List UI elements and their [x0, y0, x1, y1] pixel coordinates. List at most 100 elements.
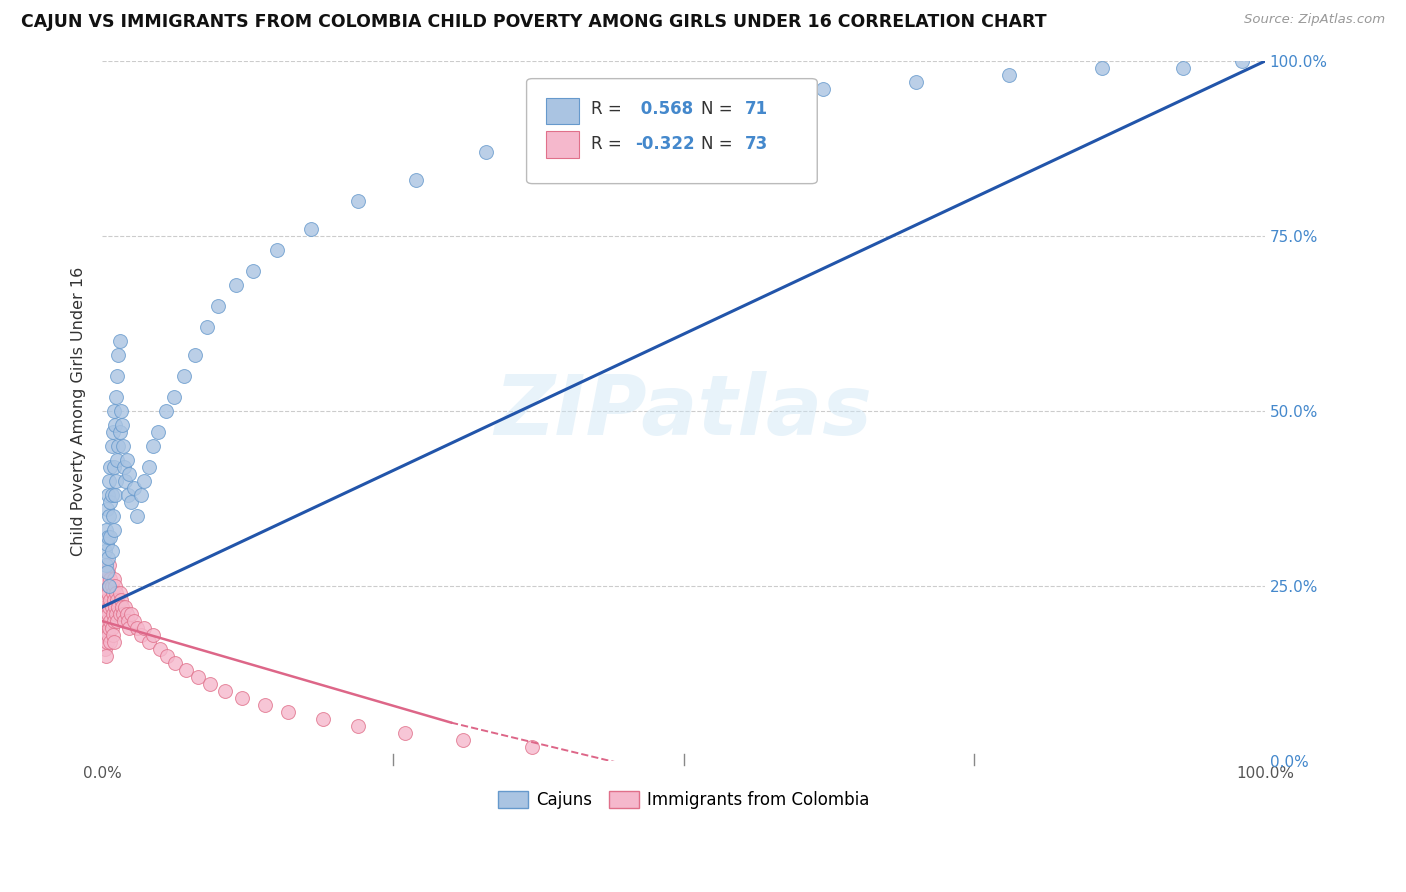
- Point: [195, 320, 218, 334]
- Point: [105, 614, 128, 628]
- FancyBboxPatch shape: [547, 131, 579, 158]
- Point: [394, 726, 416, 740]
- Point: [97, 586, 120, 600]
- Point: [105, 586, 128, 600]
- Text: 73: 73: [745, 135, 769, 153]
- Point: [112, 460, 135, 475]
- Point: [96, 502, 118, 516]
- Point: [105, 453, 128, 467]
- Point: [103, 593, 125, 607]
- Point: [94, 649, 117, 664]
- Point: [115, 607, 138, 621]
- Point: [120, 607, 142, 621]
- Point: [110, 593, 132, 607]
- Point: [127, 621, 149, 635]
- Point: [97, 488, 120, 502]
- Point: [100, 579, 122, 593]
- Point: [93, 544, 115, 558]
- Point: [98, 509, 121, 524]
- Point: [129, 488, 152, 502]
- Point: [104, 600, 127, 615]
- Point: [112, 607, 135, 621]
- Point: [101, 628, 124, 642]
- Point: [100, 600, 122, 615]
- Point: [100, 621, 122, 635]
- Text: CAJUN VS IMMIGRANTS FROM COLOMBIA CHILD POVERTY AMONG GIRLS UNDER 16 CORRELATION: CAJUN VS IMMIGRANTS FROM COLOMBIA CHILD …: [21, 13, 1046, 31]
- Point: [105, 369, 128, 384]
- Point: [118, 467, 141, 482]
- Point: [98, 495, 121, 509]
- FancyBboxPatch shape: [527, 78, 817, 184]
- Point: [97, 607, 120, 621]
- Point: [93, 628, 115, 642]
- FancyBboxPatch shape: [547, 97, 579, 124]
- Point: [96, 593, 118, 607]
- Point: [118, 621, 141, 635]
- Point: [103, 572, 125, 586]
- Point: [107, 439, 129, 453]
- Point: [98, 460, 121, 475]
- Point: [312, 712, 335, 726]
- Point: [173, 369, 195, 384]
- Point: [98, 621, 121, 635]
- Point: [165, 656, 187, 670]
- Point: [138, 635, 160, 649]
- Point: [94, 586, 117, 600]
- Point: [94, 607, 117, 621]
- Point: [187, 670, 209, 684]
- Point: [200, 677, 222, 691]
- Point: [207, 299, 229, 313]
- Point: [174, 663, 197, 677]
- Point: [718, 96, 741, 111]
- Point: [101, 607, 124, 621]
- Point: [127, 509, 149, 524]
- Legend: Cajuns, Immigrants from Colombia: Cajuns, Immigrants from Colombia: [491, 784, 876, 816]
- Point: [108, 425, 131, 439]
- Point: [405, 173, 427, 187]
- Point: [155, 404, 177, 418]
- Point: [132, 474, 155, 488]
- Point: [97, 551, 120, 566]
- Point: [100, 488, 122, 502]
- Point: [120, 495, 142, 509]
- Point: [96, 635, 118, 649]
- Point: [214, 684, 236, 698]
- Point: [98, 579, 121, 593]
- Point: [97, 530, 120, 544]
- Point: [108, 334, 131, 348]
- Point: [104, 488, 127, 502]
- Point: [142, 628, 165, 642]
- Point: [101, 586, 124, 600]
- Point: [231, 691, 253, 706]
- Point: [103, 614, 125, 628]
- Point: [94, 628, 117, 642]
- Point: [156, 649, 179, 664]
- Point: [105, 390, 128, 404]
- Text: N =: N =: [702, 135, 738, 153]
- Point: [277, 705, 299, 719]
- Point: [184, 348, 207, 362]
- Point: [225, 278, 247, 293]
- Point: [93, 621, 115, 635]
- Point: [112, 614, 135, 628]
- Point: [122, 614, 145, 628]
- Point: [117, 614, 139, 628]
- Point: [347, 719, 370, 733]
- Point: [104, 418, 127, 433]
- Point: [475, 145, 498, 160]
- Text: ZIPatlas: ZIPatlas: [495, 370, 873, 451]
- Point: [103, 404, 125, 418]
- Point: [98, 474, 121, 488]
- Point: [103, 523, 125, 537]
- Text: R =: R =: [591, 135, 627, 153]
- Text: Source: ZipAtlas.com: Source: ZipAtlas.com: [1244, 13, 1385, 27]
- Point: [115, 453, 138, 467]
- Point: [112, 439, 135, 453]
- Point: [108, 607, 131, 621]
- Point: [98, 558, 121, 573]
- Point: [98, 635, 121, 649]
- Text: N =: N =: [702, 100, 738, 118]
- Point: [98, 593, 121, 607]
- Point: [146, 425, 169, 439]
- Text: 0.568: 0.568: [634, 100, 693, 118]
